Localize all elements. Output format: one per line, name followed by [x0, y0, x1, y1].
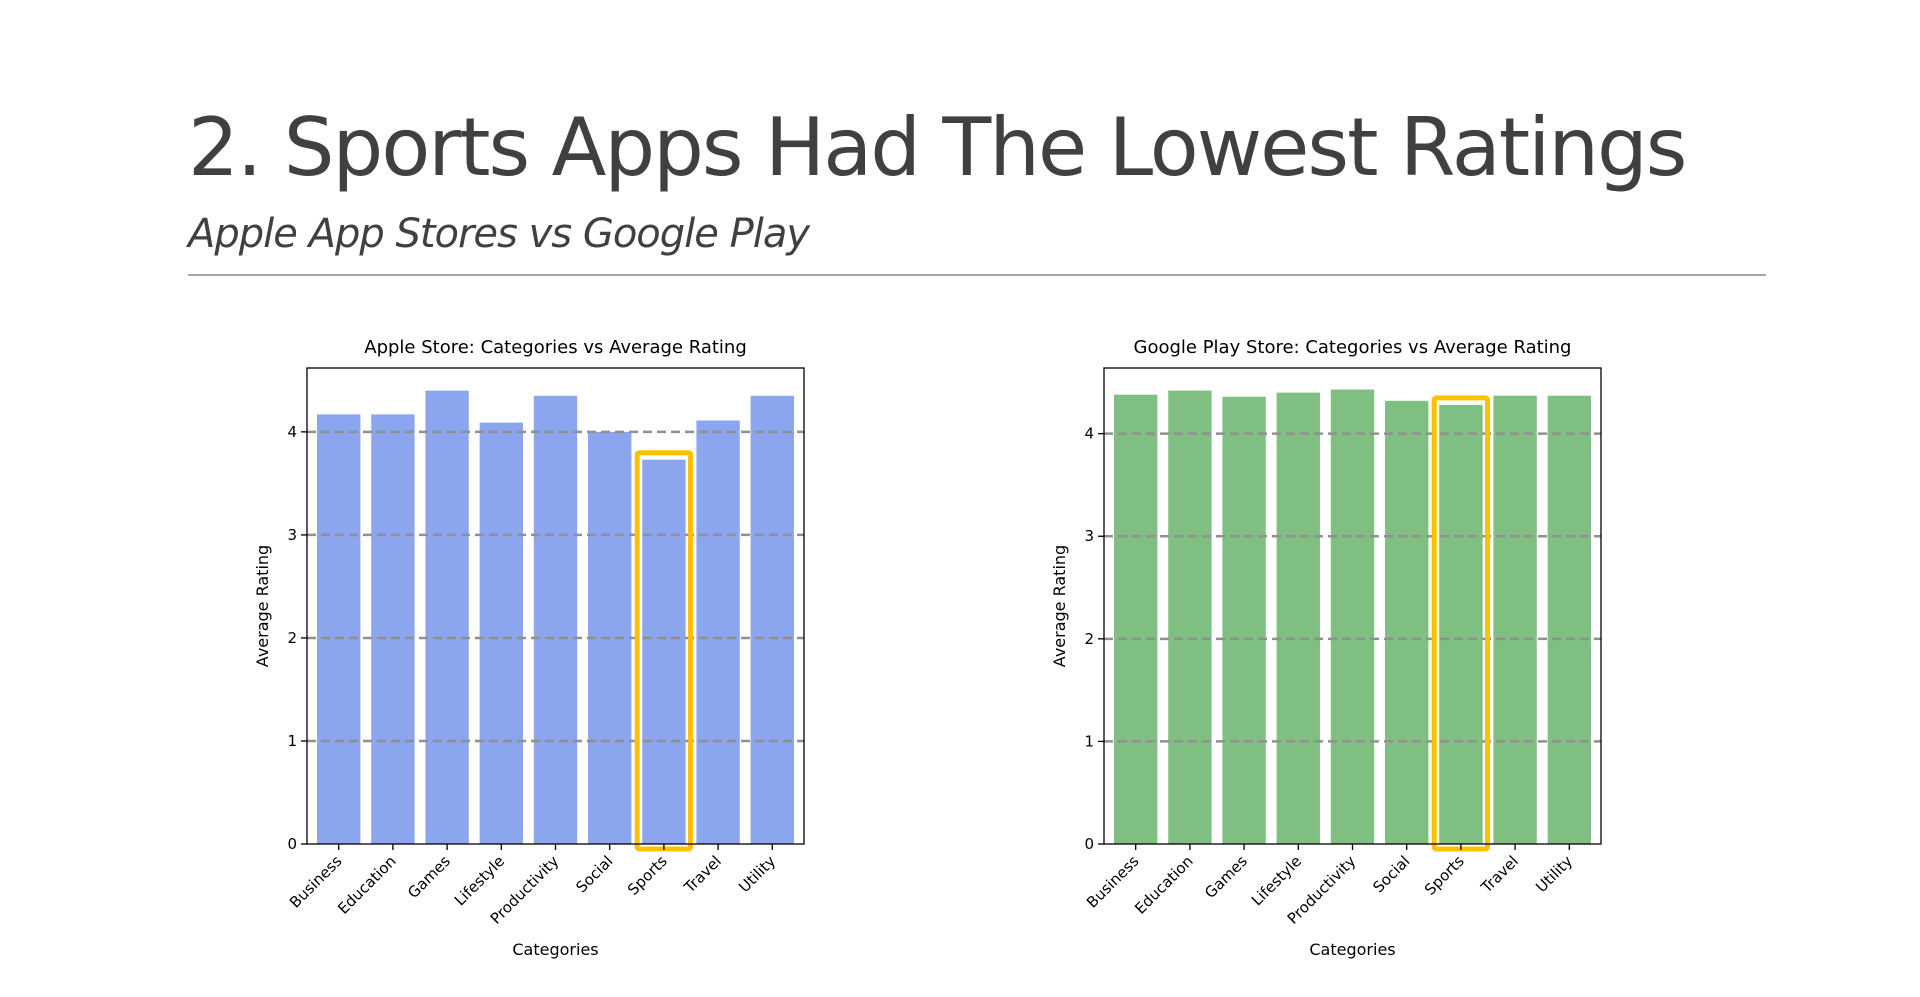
bar-utility: [750, 395, 794, 844]
bar-sports: [642, 459, 686, 844]
x-tick-label-utility: Utility: [1532, 852, 1576, 896]
slide-title: 2. Sports Apps Had The Lowest Ratings: [188, 101, 1687, 194]
chart2-x-axis-label: Categories: [1309, 940, 1395, 959]
chart2-y-axis-label: Average Rating: [1050, 545, 1069, 667]
x-tick-label-sports: Sports: [1421, 852, 1468, 899]
title-divider: [188, 274, 1766, 276]
chart2-y-tick-label-4: 4: [1084, 425, 1094, 443]
bar-education: [1168, 390, 1212, 844]
x-tick-label-social: Social: [572, 852, 616, 896]
apple-store-chart: Apple Store: Categories vs Average Ratin…: [230, 330, 870, 970]
chart2-title: Google Play Store: Categories vs Average…: [1134, 337, 1572, 358]
bar-education: [371, 414, 415, 844]
chart2-y-tick-label-0: 0: [1084, 835, 1094, 853]
bar-lifestyle: [479, 422, 523, 844]
chart1-y-tick-label-1: 1: [287, 732, 297, 750]
chart1-y-axis-label: Average Rating: [253, 545, 272, 667]
google-play-chart-svg: Google Play Store: Categories vs Average…: [1050, 337, 1602, 959]
x-tick-label-games: Games: [1201, 852, 1251, 902]
slide-subtitle: Apple App Stores vs Google Play: [188, 211, 810, 257]
x-tick-label-social: Social: [1369, 852, 1413, 896]
x-tick-label-games: Games: [404, 852, 454, 902]
bar-travel: [696, 420, 740, 844]
x-tick-label-sports: Sports: [624, 852, 671, 899]
bar-games: [425, 390, 469, 844]
bar-productivity: [533, 395, 578, 844]
bar-sports: [1439, 404, 1483, 844]
bar-lifestyle: [1276, 392, 1320, 844]
chart1-y-tick-label-0: 0: [287, 835, 297, 853]
chart1-y-tick-label-3: 3: [287, 526, 297, 544]
bar-business: [1114, 394, 1158, 844]
bar-games: [1222, 396, 1266, 844]
x-tick-label-education: Education: [1131, 852, 1197, 918]
apple-store-chart-svg: Apple Store: Categories vs Average Ratin…: [253, 337, 805, 959]
bar-utility: [1547, 395, 1591, 844]
bar-social: [1385, 400, 1429, 844]
chart1-title: Apple Store: Categories vs Average Ratin…: [364, 337, 747, 358]
bar-business: [317, 414, 361, 844]
x-tick-label-utility: Utility: [735, 852, 779, 896]
bar-productivity: [1330, 389, 1375, 844]
chart2-y-tick-label-1: 1: [1084, 732, 1094, 750]
bar-travel: [1493, 395, 1537, 844]
google-play-chart: Google Play Store: Categories vs Average…: [1027, 330, 1667, 970]
chart1-y-tick-label-2: 2: [287, 629, 297, 647]
x-tick-label-travel: Travel: [1477, 852, 1522, 897]
chart2-y-tick-label-3: 3: [1084, 527, 1094, 545]
chart1-y-tick-label-4: 4: [287, 423, 297, 441]
x-tick-label-education: Education: [334, 852, 400, 918]
chart2-y-tick-label-2: 2: [1084, 630, 1094, 648]
chart1-x-axis-label: Categories: [512, 940, 598, 959]
x-tick-label-travel: Travel: [680, 852, 725, 897]
